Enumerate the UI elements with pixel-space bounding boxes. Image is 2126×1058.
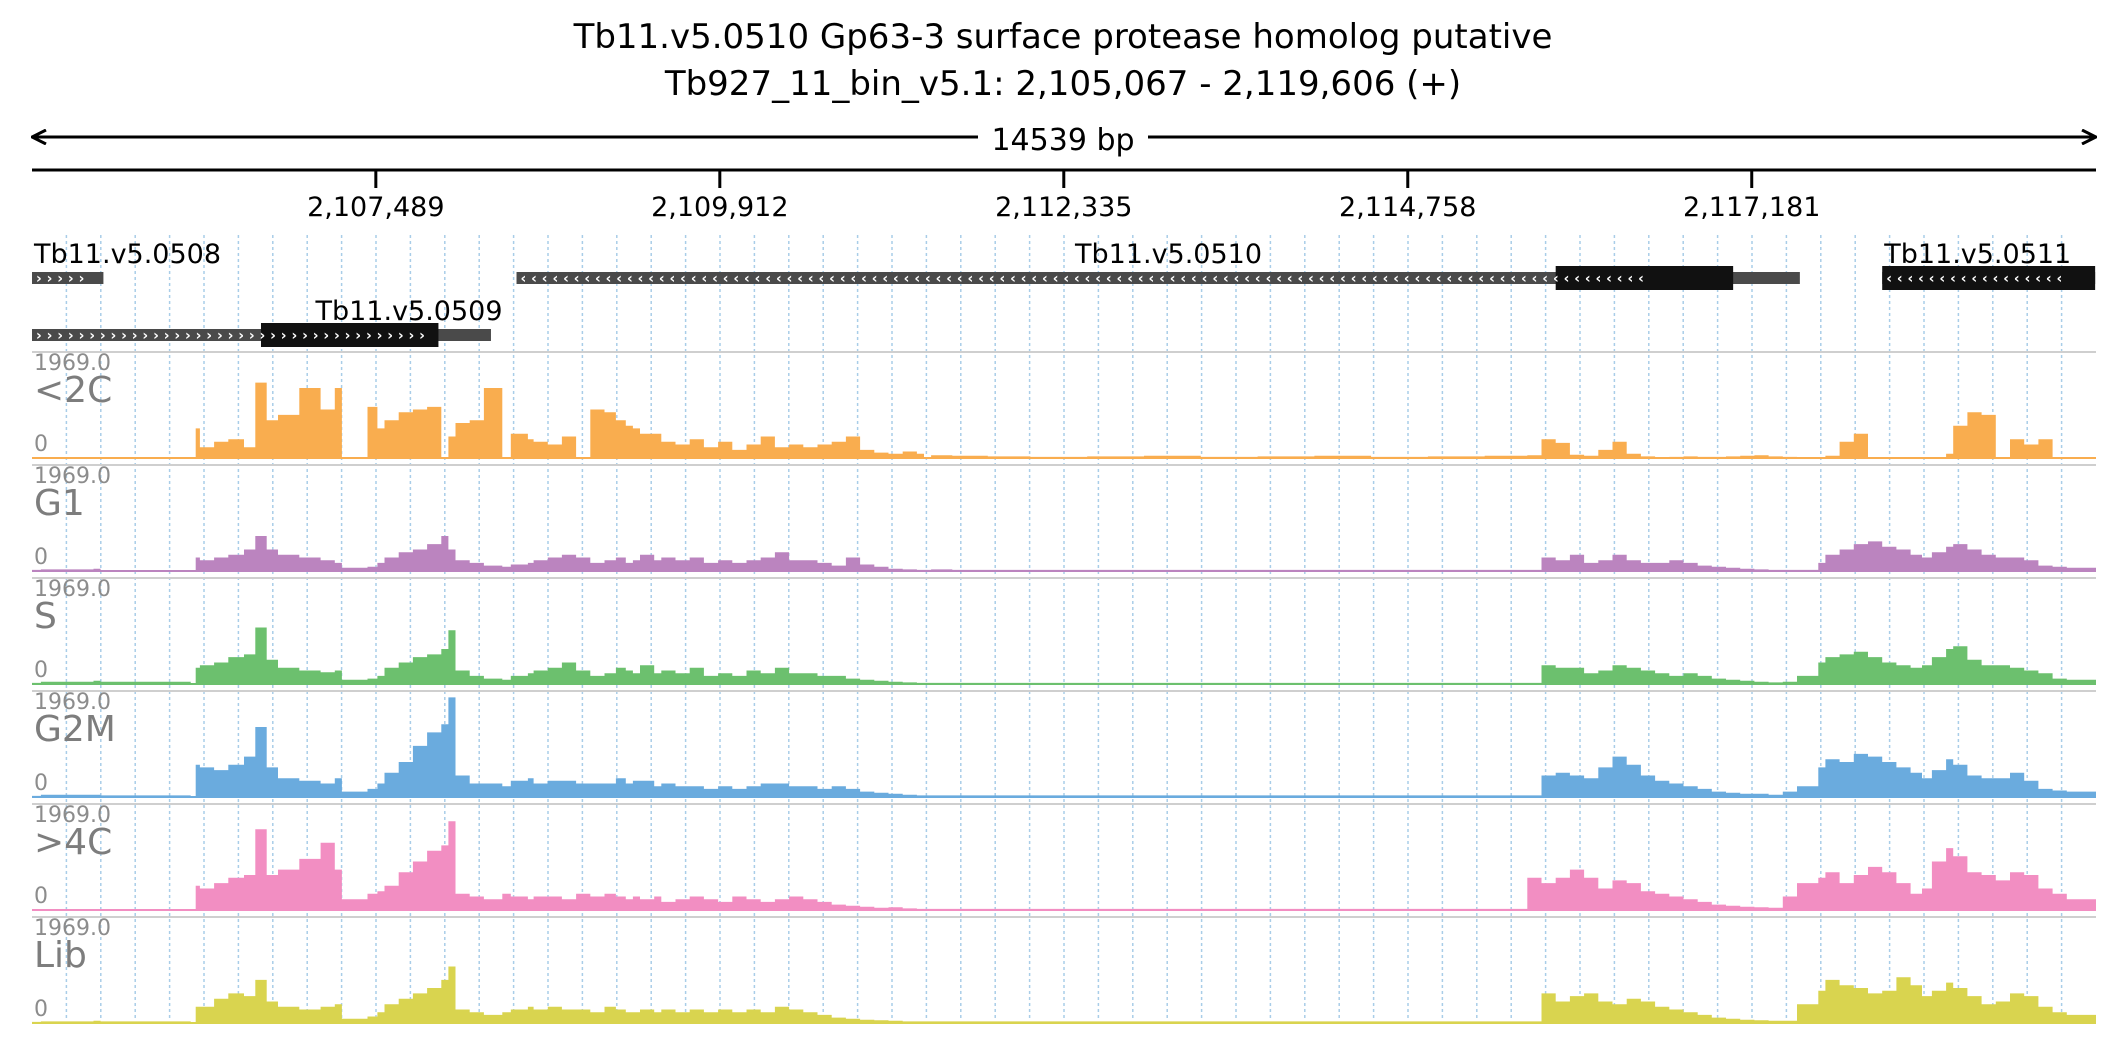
coverage-area-1	[32, 382, 2096, 458]
strand-arrows: › › › › › › › › › › › › › › › › › › › › …	[36, 328, 425, 344]
chart-subtitle: Tb927_11_bin_v5.1: 2,105,067 - 2,119,606…	[664, 64, 1461, 104]
gene-body	[32, 272, 104, 284]
gene-body	[516, 272, 1800, 284]
gene-cds	[260, 323, 439, 347]
tick-label: 2,117,181	[1683, 192, 1820, 223]
track-min-label: 0	[34, 771, 48, 796]
gene-label: Tb11.v5.0508	[33, 239, 221, 270]
coverage-area-3	[32, 627, 2096, 684]
track-name-label: >4C	[34, 822, 112, 863]
gene-track: Tb11.v5.0508› › › › ›Tb11.v5.0510‹ ‹ ‹ ‹…	[32, 239, 2096, 347]
strand-arrows: ‹ ‹ ‹ ‹ ‹ ‹ ‹ ‹ ‹ ‹ ‹ ‹ ‹ ‹ ‹ ‹ ‹	[1886, 271, 2062, 287]
track-name-label: G2M	[34, 709, 116, 750]
gene-cds	[1882, 266, 2096, 290]
vertical-gridlines	[65, 235, 2063, 1020]
gene-label: Tb11.v5.0511	[1883, 239, 2071, 270]
strand-arrows: ‹ ‹ ‹ ‹ ‹ ‹ ‹ ‹ ‹ ‹ ‹ ‹ ‹ ‹ ‹ ‹ ‹ ‹ ‹ ‹ …	[521, 271, 1644, 287]
track-name-label: <2C	[34, 370, 112, 411]
track-max-label: 1969.0	[34, 803, 111, 828]
track-name-label: G1	[34, 483, 85, 524]
track-min-label: 0	[34, 884, 48, 909]
gene-label: Tb11.v5.0510	[1074, 239, 1262, 270]
track-max-label: 1969.0	[34, 577, 111, 602]
track-name-label: Lib	[34, 935, 87, 976]
tick-label: 2,112,335	[995, 192, 1132, 223]
track-min-label: 0	[34, 658, 48, 683]
track-max-label: 1969.0	[34, 351, 111, 376]
gene-label: Tb11.v5.0509	[315, 296, 503, 327]
coverage-area-6	[32, 966, 2096, 1023]
tick-label: 2,107,489	[307, 192, 444, 223]
track-max-label: 1969.0	[34, 464, 111, 489]
track-min-label: 0	[34, 545, 48, 570]
gene-cds	[1555, 266, 1734, 290]
span-label: 14539 bp	[991, 123, 1134, 158]
tick-label: 2,114,758	[1339, 192, 1476, 223]
coverage-area-5	[32, 821, 2096, 910]
track-max-label: 1969.0	[34, 690, 111, 715]
x-axis-ticks: 2,107,489 2,109,912 2,112,335 2,114,758 2,11…	[307, 170, 1820, 223]
track-name-label: S	[34, 596, 57, 637]
track-min-label: 0	[34, 432, 48, 457]
tick-label: 2,109,912	[651, 192, 788, 223]
chart-title: Tb11.v5.0510 Gp63-3 surface protease hom…	[573, 17, 1553, 57]
coverage-area-4	[32, 697, 2096, 797]
coverage-area-2	[32, 536, 2096, 571]
span-label-background	[978, 118, 1148, 154]
coverage-tracks: 1969.0<2C01969.0G101969.0S01969.0G2M0196…	[32, 351, 2096, 1024]
track-min-label: 0	[34, 997, 48, 1022]
strand-arrows: › › › › ›	[36, 271, 84, 287]
track-max-label: 1969.0	[34, 916, 111, 941]
